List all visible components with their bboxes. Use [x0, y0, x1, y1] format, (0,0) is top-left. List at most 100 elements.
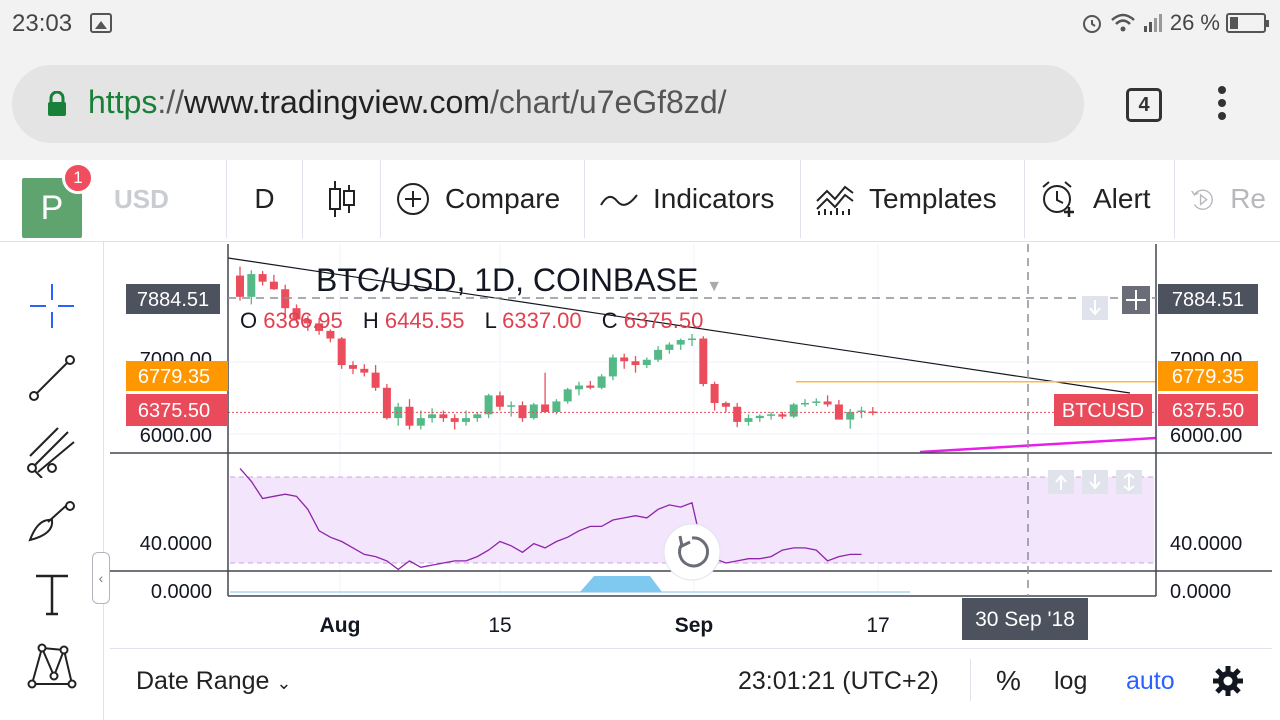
- candle-body: [303, 319, 312, 324]
- symbol-search-button[interactable]: USD: [114, 184, 169, 214]
- overlays: [227, 257, 1157, 454]
- gear-icon[interactable]: [1212, 665, 1244, 697]
- candle-body: [699, 338, 708, 384]
- replay-button[interactable]: Re: [1174, 160, 1280, 238]
- candle-body: [439, 414, 448, 419]
- interval-button[interactable]: D: [226, 160, 302, 238]
- last-price-tag-right: [1158, 394, 1258, 426]
- candle-body: [575, 385, 583, 390]
- log-scale-button[interactable]: log: [1054, 667, 1088, 695]
- candle-body: [801, 402, 809, 405]
- crosshair-price-tag-right: [1158, 284, 1258, 314]
- user-avatar[interactable]: P: [22, 178, 82, 238]
- trend-line-icon[interactable]: [24, 350, 80, 406]
- candle-body: [812, 401, 821, 403]
- chart-style-button[interactable]: [302, 160, 380, 238]
- chart-toolbar: P 1 USD D Compare Indicators Templates A…: [0, 160, 1280, 242]
- price-chart[interactable]: 7000.00 6000.00 40.0000 0.0000 7000.00 6…: [110, 244, 1272, 644]
- chart-area[interactable]: 7000.00 6000.00 40.0000 0.0000 7000.00 6…: [110, 244, 1272, 644]
- notification-badge: 1: [62, 162, 94, 194]
- indicators-label: Indicators: [653, 183, 775, 214]
- last-price-tag-left: [126, 394, 228, 426]
- rsi-line: [239, 467, 862, 571]
- candle-body: [586, 385, 595, 388]
- candles: [236, 266, 877, 430]
- candle-body: [394, 406, 403, 419]
- crosshair-icon[interactable]: [24, 278, 80, 334]
- url-scheme: https: [88, 84, 158, 120]
- pattern-icon[interactable]: [24, 638, 80, 694]
- candle-body: [371, 372, 380, 388]
- candle-body: [631, 361, 640, 366]
- open-label: O: [240, 308, 258, 333]
- candle-body: [495, 395, 504, 407]
- battery-icon: [1226, 13, 1269, 33]
- third-pane-area: [580, 576, 662, 592]
- text-tool-icon[interactable]: [24, 566, 80, 622]
- symbol-tag-label: BTCUSD: [1062, 400, 1144, 422]
- time-label-17: 17: [866, 614, 889, 637]
- chevron-down-icon: ⌄: [276, 673, 292, 693]
- left-tick-third: 0.0000: [151, 581, 212, 603]
- symbol-tag: [1054, 394, 1152, 426]
- alert-button[interactable]: Alert: [1024, 160, 1174, 238]
- replay-icon: [1191, 189, 1213, 210]
- crosshair-price-right: 7884.51: [1172, 289, 1244, 311]
- expand-icon: [1123, 472, 1135, 492]
- arrow-down-icon: [1089, 474, 1101, 490]
- brush-icon[interactable]: [24, 494, 80, 550]
- arrow-down-icon: [1089, 300, 1101, 316]
- pitchfork-icon[interactable]: [24, 422, 80, 478]
- chart-symbol-title[interactable]: BTC/USD, 1D, COINBASE ▼: [316, 262, 722, 299]
- candle-body: [269, 281, 278, 290]
- tab-switcher-button[interactable]: 4: [1126, 88, 1162, 122]
- candle-body: [507, 405, 516, 407]
- close-value: 6375.50: [623, 308, 704, 333]
- right-tick-rsi: 40.0000: [1170, 533, 1242, 555]
- reset-icon-arrow: [678, 535, 691, 549]
- address-bar[interactable]: https://www.tradingview.com/chart/u7eGf8…: [12, 65, 1084, 143]
- browser-menu-icon[interactable]: [1218, 86, 1228, 126]
- candle-body: [857, 410, 866, 413]
- compare-button[interactable]: Compare: [380, 160, 584, 238]
- interval-label: D: [254, 183, 275, 214]
- indicators-icon: [600, 194, 638, 206]
- url-text: https://www.tradingview.com/chart/u7eGf8…: [88, 84, 727, 121]
- high-value: 6445.55: [384, 308, 465, 333]
- arrow-up-icon: [1055, 474, 1067, 490]
- crosshair-price-tag-left: [126, 284, 220, 314]
- crosshair-date-tag: [962, 598, 1088, 640]
- candle-body: [733, 406, 742, 422]
- candle-body: [382, 387, 391, 419]
- status-bar: 23:03 26 %: [0, 0, 1280, 50]
- reset-chart-button[interactable]: [663, 523, 721, 581]
- candle-body: [710, 383, 719, 403]
- date-range-button[interactable]: Date Range ⌄: [136, 667, 291, 696]
- magenta-trend-line: [919, 436, 1157, 454]
- candle-body: [688, 338, 696, 341]
- candle-body: [529, 404, 538, 419]
- clock-display[interactable]: 23:01:21 (UTC+2): [738, 667, 939, 695]
- toolbar-collapse-button[interactable]: ‹: [92, 552, 110, 604]
- right-tick-third: 0.0000: [1170, 581, 1231, 603]
- last-price-left: 6375.50: [138, 400, 210, 422]
- auto-scale-button[interactable]: auto: [1126, 667, 1175, 695]
- candle-body: [665, 344, 674, 350]
- compare-label: Compare: [445, 183, 561, 214]
- browser-toolbar: https://www.tradingview.com/chart/u7eGf8…: [0, 50, 1280, 160]
- candle-body: [484, 395, 493, 415]
- title-dropdown-icon[interactable]: ▼: [706, 278, 723, 295]
- templates-button[interactable]: Templates: [800, 160, 1024, 238]
- candle-body: [823, 401, 832, 405]
- low-value: 6337.00: [502, 308, 582, 333]
- candle-body: [755, 415, 764, 419]
- hline-price-tag-left: [126, 361, 228, 391]
- candle-body: [721, 402, 730, 407]
- indicators-button[interactable]: Indicators: [584, 160, 800, 238]
- wifi-icon: [1111, 13, 1135, 32]
- templates-label: Templates: [869, 183, 997, 214]
- hline-price-right: 6779.35: [1172, 366, 1244, 388]
- url-host: www.tradingview.com: [184, 84, 490, 120]
- percent-scale-button[interactable]: %: [996, 665, 1021, 696]
- divider: [970, 659, 971, 701]
